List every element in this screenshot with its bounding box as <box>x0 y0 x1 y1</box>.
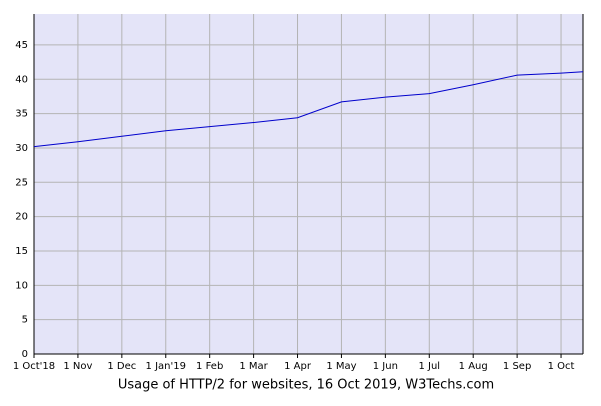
x-tick-label: 1 Jul <box>418 361 440 372</box>
x-tick-label: 1 Dec <box>107 361 136 372</box>
x-tick-label: 1 Oct'18 <box>13 361 55 372</box>
y-tick-label: 25 <box>15 177 28 188</box>
y-tick-label: 0 <box>22 349 28 360</box>
x-tick-label: 1 Sep <box>503 361 531 372</box>
x-tick-label: 1 Jan'19 <box>146 361 186 372</box>
y-tick-label: 10 <box>15 280 28 291</box>
x-tick-label: 1 Oct <box>548 361 575 372</box>
chart-title: Usage of HTTP/2 for websites, 16 Oct 201… <box>118 378 494 393</box>
y-tick-label: 5 <box>22 315 28 326</box>
data-line <box>33 71 584 148</box>
x-tick-label: 1 Apr <box>284 361 312 372</box>
y-tick-label: 40 <box>15 74 28 85</box>
x-tick-label: 1 Jun <box>373 361 398 372</box>
plot-area <box>34 14 583 354</box>
x-tick-label: 1 Nov <box>63 361 92 372</box>
x-tick-label: 1 May <box>326 361 356 372</box>
y-tick-label: 15 <box>15 246 28 257</box>
y-tick-label: 35 <box>15 109 28 120</box>
x-tick-label: 1 Mar <box>239 361 268 372</box>
y-tick-label: 30 <box>15 143 28 154</box>
x-tick-label: 1 Feb <box>196 361 223 372</box>
y-tick-label: 20 <box>15 212 28 223</box>
x-tick-label: 1 Aug <box>459 361 488 372</box>
y-tick-label: 45 <box>15 40 28 51</box>
